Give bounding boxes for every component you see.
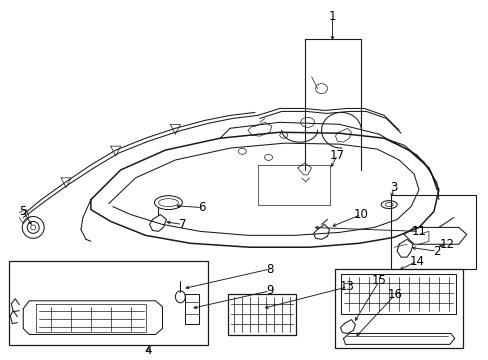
Bar xyxy=(227,294,295,336)
Text: 11: 11 xyxy=(411,225,426,238)
Text: 1: 1 xyxy=(328,10,336,23)
Text: 15: 15 xyxy=(371,274,386,287)
Bar xyxy=(390,195,475,269)
Text: 3: 3 xyxy=(389,181,397,194)
Text: 16: 16 xyxy=(387,288,402,301)
Text: 4: 4 xyxy=(144,344,152,357)
Bar xyxy=(341,274,455,314)
Text: 14: 14 xyxy=(408,255,424,267)
Text: 2: 2 xyxy=(432,245,440,258)
Bar xyxy=(185,294,199,324)
Text: 7: 7 xyxy=(178,218,186,231)
Text: 17: 17 xyxy=(329,149,344,162)
Text: 10: 10 xyxy=(353,208,368,221)
Text: 8: 8 xyxy=(265,262,273,275)
Text: 5: 5 xyxy=(20,205,27,218)
Text: 9: 9 xyxy=(265,284,273,297)
Bar xyxy=(257,165,329,204)
Bar xyxy=(9,261,208,345)
Text: 13: 13 xyxy=(339,280,354,293)
Bar xyxy=(335,269,462,348)
Text: 12: 12 xyxy=(438,238,453,251)
Text: 6: 6 xyxy=(198,201,205,214)
